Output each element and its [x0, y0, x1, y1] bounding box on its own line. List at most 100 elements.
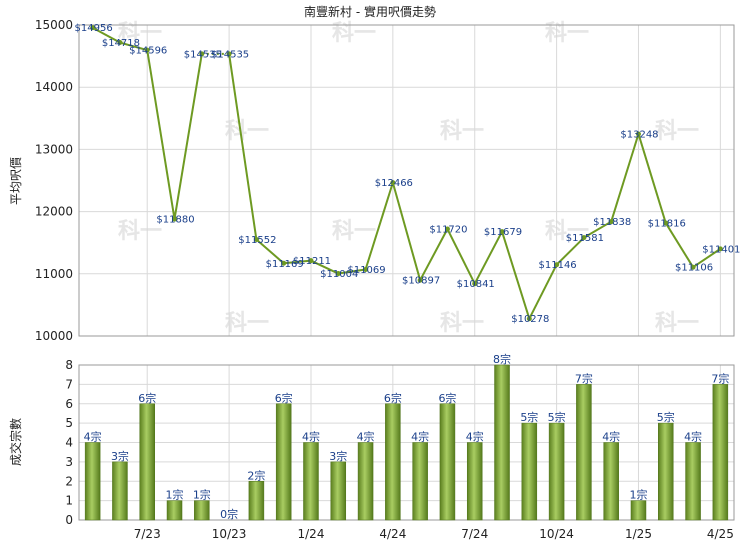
- bar-9: [330, 461, 347, 521]
- line-point-7: [281, 260, 287, 266]
- bar-label-17: 5宗: [548, 410, 566, 424]
- line-point-3: [172, 216, 178, 222]
- bar-ytick-6: 6: [65, 397, 73, 411]
- line-point-label-10: $11069: [347, 265, 385, 276]
- bar-label-6: 2宗: [247, 468, 265, 482]
- line-point-label-14: $10841: [457, 279, 495, 290]
- bar-label-16: 5宗: [520, 410, 538, 424]
- line-point-label-3: $11880: [156, 215, 194, 226]
- bar-label-10: 4宗: [357, 430, 375, 444]
- watermark-4: 科一: [440, 119, 484, 144]
- bar-8: [303, 442, 319, 521]
- bar-15: [494, 364, 510, 521]
- line-segment-10: [364, 182, 394, 270]
- bar-3: [166, 500, 183, 521]
- bar-ytick-2: 2: [65, 474, 73, 488]
- bar-label-19: 4宗: [602, 430, 620, 444]
- line-segment-21: [664, 222, 694, 268]
- bar-10: [357, 442, 374, 521]
- line-point-17: [554, 262, 560, 268]
- bar-label-1: 3宗: [111, 449, 129, 463]
- bar-ytick-5: 5: [65, 416, 73, 430]
- line-point-0: [90, 25, 96, 31]
- line-segment-0: [92, 26, 121, 44]
- bar-6: [248, 481, 265, 521]
- line-point-label-15: $11679: [484, 227, 522, 238]
- line-segment-22: [692, 248, 721, 269]
- line-point-label-6: $11552: [238, 235, 276, 246]
- bar-23: [712, 384, 729, 521]
- line-point-15: [499, 229, 505, 235]
- line-segment-20: [637, 133, 667, 224]
- bar-xtick-0: 7/23: [134, 527, 161, 541]
- line-point-2: [144, 47, 150, 53]
- line-point-21: [663, 220, 669, 226]
- line-segment-7: [283, 259, 312, 265]
- line-plot-frame: [78, 24, 735, 337]
- bar-18: [576, 384, 592, 521]
- line-segment-13: [446, 228, 476, 285]
- line-segment-12: [419, 228, 449, 281]
- line-point-9: [335, 271, 341, 277]
- bar-16: [521, 422, 538, 521]
- bar-label-8: 4宗: [302, 430, 320, 444]
- bar-label-23: 7宗: [711, 371, 729, 385]
- bar-label-11: 6宗: [384, 391, 402, 405]
- bar-label-13: 6宗: [438, 391, 456, 405]
- line-point-22: [690, 264, 696, 270]
- bar-xtick-4: 7/24: [461, 527, 488, 541]
- bar-xtick-6: 1/25: [625, 527, 652, 541]
- bar-label-4: 1宗: [193, 488, 211, 502]
- bar-11: [385, 403, 401, 521]
- line-point-label-1: $14718: [102, 38, 140, 49]
- bar-2: [139, 403, 155, 521]
- bar-label-14: 4宗: [466, 430, 484, 444]
- bar-17: [548, 422, 565, 521]
- line-point-4: [199, 51, 205, 57]
- bar-xtick-1: 10/23: [212, 527, 247, 541]
- line-point-label-8: $11211: [293, 256, 331, 267]
- bar-label-3: 1宗: [166, 488, 184, 502]
- bar-xtick-2: 1/24: [298, 527, 325, 541]
- line-segment-18: [583, 220, 612, 239]
- line-point-6: [253, 236, 259, 242]
- line-ylabel: 平均呎價: [9, 157, 23, 205]
- bar-label-18: 7宗: [575, 371, 593, 385]
- bar-7: [275, 403, 292, 521]
- line-point-16: [526, 316, 532, 322]
- line-point-10: [363, 267, 369, 273]
- bar-label-7: 6宗: [275, 391, 293, 405]
- line-point-20: [635, 131, 641, 137]
- line-point-label-2: $14596: [129, 46, 167, 57]
- line-point-label-20: $13248: [620, 129, 658, 140]
- line-point-label-18: $11581: [566, 233, 604, 244]
- bar-20: [630, 500, 647, 521]
- bar-label-0: 4宗: [84, 430, 102, 444]
- line-point-label-13: $11720: [429, 225, 467, 236]
- line-segment-8: [310, 259, 339, 275]
- bar-ylabel: 成交宗數: [8, 418, 23, 466]
- line-point-23: [717, 246, 723, 252]
- line-segment-15: [501, 231, 531, 320]
- line-point-label-7: $11169: [266, 259, 304, 270]
- bar-ytick-1: 1: [65, 494, 73, 508]
- watermark-6: 科一: [118, 219, 162, 244]
- line-segment-9: [338, 268, 366, 275]
- bar-ytick-0: 0: [65, 513, 73, 527]
- bar-xtick-7: 4/25: [707, 527, 734, 541]
- line-ytick-3: 13000: [35, 142, 73, 156]
- line-point-label-21: $11816: [648, 219, 686, 230]
- line-ytick-2: 12000: [35, 205, 73, 219]
- bar-label-15: 8宗: [493, 352, 511, 366]
- line-segment-5: [228, 53, 258, 240]
- bar-ytick-4: 4: [65, 436, 73, 450]
- line-point-14: [472, 281, 478, 287]
- bar-label-9: 3宗: [329, 449, 347, 463]
- line-point-18: [581, 235, 587, 241]
- bar-label-21: 5宗: [657, 410, 675, 424]
- line-point-label-22: $11106: [675, 263, 713, 274]
- watermark-10: 科一: [440, 311, 484, 336]
- watermark-3: 科一: [225, 119, 269, 144]
